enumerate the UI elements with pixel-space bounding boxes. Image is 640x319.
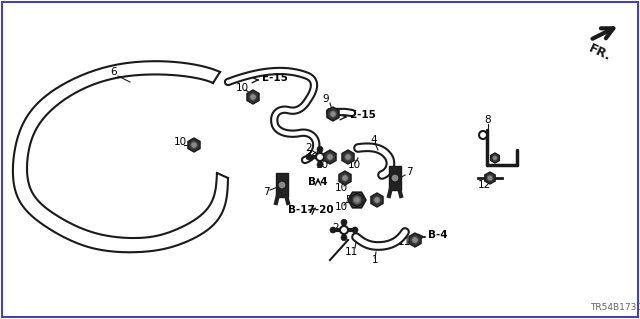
Text: B-4: B-4 xyxy=(308,177,328,187)
Circle shape xyxy=(327,154,333,160)
Text: 3: 3 xyxy=(305,150,312,160)
Polygon shape xyxy=(485,172,495,184)
Circle shape xyxy=(345,154,351,160)
Text: 12: 12 xyxy=(478,180,492,190)
Text: 10: 10 xyxy=(174,137,187,147)
Circle shape xyxy=(342,175,348,181)
Text: E-15: E-15 xyxy=(262,73,288,83)
Text: 4: 4 xyxy=(370,135,376,145)
Polygon shape xyxy=(371,193,383,207)
Circle shape xyxy=(479,131,487,139)
Polygon shape xyxy=(351,193,363,207)
Circle shape xyxy=(316,153,324,161)
Text: 10: 10 xyxy=(371,195,384,205)
Text: 10: 10 xyxy=(335,183,348,193)
FancyBboxPatch shape xyxy=(276,173,288,197)
Text: 10: 10 xyxy=(335,202,348,212)
Text: 1: 1 xyxy=(372,255,379,265)
Text: B-17-20: B-17-20 xyxy=(288,205,333,215)
Circle shape xyxy=(391,174,399,182)
Text: 10: 10 xyxy=(348,160,361,170)
Circle shape xyxy=(374,197,380,203)
Text: 7: 7 xyxy=(406,167,413,177)
Text: 7: 7 xyxy=(263,187,269,197)
Polygon shape xyxy=(409,233,421,247)
Circle shape xyxy=(352,227,358,233)
Polygon shape xyxy=(339,171,351,185)
Circle shape xyxy=(278,181,286,189)
Text: 2: 2 xyxy=(305,143,312,153)
Circle shape xyxy=(317,162,323,168)
Circle shape xyxy=(341,235,347,241)
Text: 6: 6 xyxy=(110,67,116,77)
Circle shape xyxy=(330,111,336,117)
Text: TR54B1730: TR54B1730 xyxy=(590,303,640,313)
Circle shape xyxy=(354,197,360,203)
Circle shape xyxy=(412,237,418,243)
Polygon shape xyxy=(342,150,354,164)
Circle shape xyxy=(328,154,334,160)
Polygon shape xyxy=(348,192,366,208)
Polygon shape xyxy=(188,138,200,152)
Circle shape xyxy=(250,94,256,100)
Circle shape xyxy=(493,156,497,160)
Circle shape xyxy=(341,219,347,225)
Text: 10: 10 xyxy=(316,160,329,170)
Polygon shape xyxy=(324,150,336,164)
Text: FR.: FR. xyxy=(587,42,614,63)
Circle shape xyxy=(340,226,348,234)
Circle shape xyxy=(487,175,493,181)
Text: 11: 11 xyxy=(345,247,358,257)
Circle shape xyxy=(330,227,336,233)
Text: 10: 10 xyxy=(236,83,249,93)
Polygon shape xyxy=(327,107,339,121)
Text: 2: 2 xyxy=(332,223,339,233)
Polygon shape xyxy=(247,90,259,104)
Polygon shape xyxy=(491,153,499,163)
Circle shape xyxy=(353,197,360,204)
Text: 5: 5 xyxy=(345,195,351,205)
Text: 8: 8 xyxy=(484,115,491,125)
Circle shape xyxy=(306,154,312,160)
Text: 11: 11 xyxy=(398,237,412,247)
Text: B-4: B-4 xyxy=(428,230,447,240)
Text: E-15: E-15 xyxy=(350,110,376,120)
Circle shape xyxy=(317,146,323,152)
Text: 9: 9 xyxy=(322,94,328,104)
Circle shape xyxy=(191,142,197,148)
FancyBboxPatch shape xyxy=(389,166,401,190)
